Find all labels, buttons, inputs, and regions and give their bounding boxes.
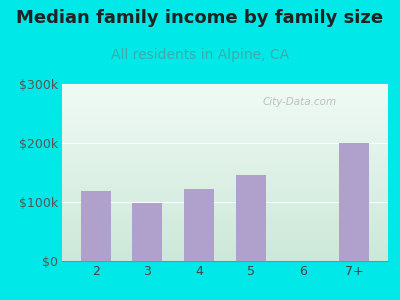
Text: All residents in Alpine, CA: All residents in Alpine, CA bbox=[111, 48, 289, 62]
Bar bbox=[81, 191, 111, 261]
Text: City-Data.com: City-Data.com bbox=[263, 97, 337, 107]
Bar bbox=[184, 189, 214, 261]
Bar bbox=[339, 143, 369, 261]
Text: Median family income by family size: Median family income by family size bbox=[16, 9, 384, 27]
Bar bbox=[236, 176, 266, 261]
Bar bbox=[132, 203, 162, 261]
